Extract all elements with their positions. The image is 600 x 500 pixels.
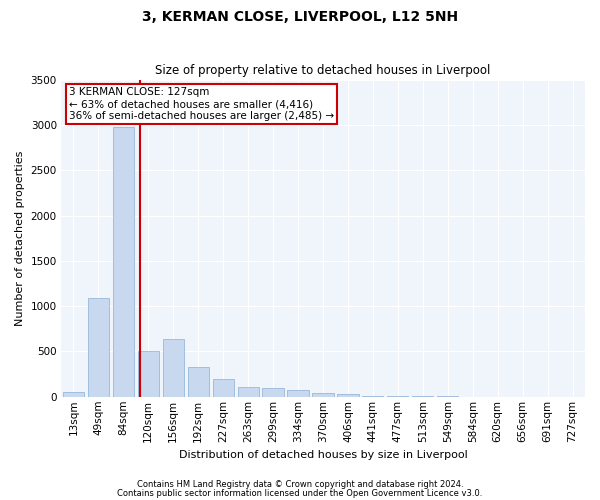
Bar [163, 339, 184, 397]
Bar [387, 396, 409, 397]
Bar [362, 396, 383, 397]
Bar [262, 388, 284, 397]
Bar [113, 126, 134, 397]
Bar [212, 379, 234, 397]
Bar [238, 387, 259, 397]
Bar [412, 396, 433, 397]
Text: 3 KERMAN CLOSE: 127sqm
← 63% of detached houses are smaller (4,416)
36% of semi-: 3 KERMAN CLOSE: 127sqm ← 63% of detached… [69, 88, 334, 120]
Bar [138, 350, 159, 397]
Text: Contains public sector information licensed under the Open Government Licence v3: Contains public sector information licen… [118, 488, 482, 498]
Title: Size of property relative to detached houses in Liverpool: Size of property relative to detached ho… [155, 64, 491, 77]
Bar [88, 298, 109, 397]
X-axis label: Distribution of detached houses by size in Liverpool: Distribution of detached houses by size … [179, 450, 467, 460]
Bar [313, 392, 334, 397]
Text: 3, KERMAN CLOSE, LIVERPOOL, L12 5NH: 3, KERMAN CLOSE, LIVERPOOL, L12 5NH [142, 10, 458, 24]
Bar [63, 392, 84, 397]
Bar [188, 368, 209, 397]
Bar [337, 394, 359, 397]
Bar [287, 390, 308, 397]
Y-axis label: Number of detached properties: Number of detached properties [15, 150, 25, 326]
Text: Contains HM Land Registry data © Crown copyright and database right 2024.: Contains HM Land Registry data © Crown c… [137, 480, 463, 489]
